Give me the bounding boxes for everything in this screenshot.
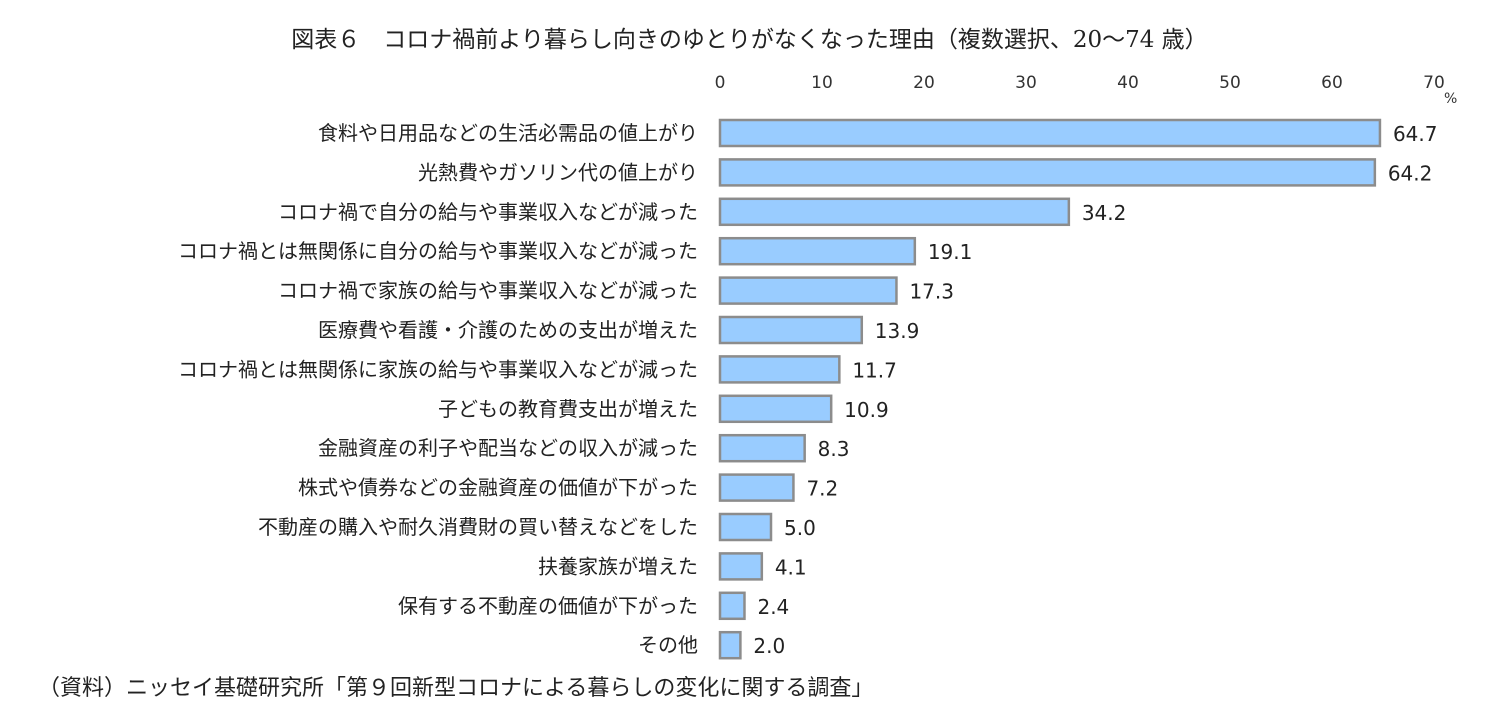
bar xyxy=(718,591,746,621)
category-label: コロナ禍とは無関係に家族の給与や事業収入などが減った xyxy=(178,357,698,381)
bar xyxy=(718,276,898,305)
chart-title: 図表６ コロナ禍前より暮らし向きのゆとりがなくなった理由（複数選択、20～74 … xyxy=(291,27,1208,53)
value-label: 19.1 xyxy=(928,240,973,264)
category-label: 保有する不動産の価値が下がった xyxy=(398,594,698,618)
x-tick-label: 20 xyxy=(913,73,935,93)
bar xyxy=(718,552,764,581)
value-label: 17.3 xyxy=(909,280,954,304)
bar xyxy=(718,433,806,463)
value-label: 2.4 xyxy=(757,595,789,619)
value-label: 7.2 xyxy=(806,477,838,501)
value-label: 5.0 xyxy=(784,516,816,540)
value-labels-group: 64.7 64.2 34.2 19.1 17.3 13.9 11.7 10.9 8.3 7.2 5.… xyxy=(753,122,1437,658)
category-label: 扶養家族が増えた xyxy=(538,554,698,578)
category-label: 光熱費やガソリン代の値上がり xyxy=(418,160,698,184)
category-label: その他 xyxy=(638,633,698,657)
category-labels-group: 食料や日用品などの生活必需品の値上がり光熱費やガソリン代の値上がりコロナ禍で自分… xyxy=(178,121,698,657)
bar xyxy=(718,236,917,266)
category-label: 不動産の購入や耐久消費財の買い替えなどをした xyxy=(258,515,698,539)
category-label: コロナ禍で自分の給与や事業収入などが減った xyxy=(278,200,698,224)
x-tick-label: 40 xyxy=(1117,73,1139,93)
bar xyxy=(718,512,773,542)
source-note: （資料）ニッセイ基礎研究所「第９回新型コロナによる暮らしの変化に関する調査」 xyxy=(38,676,874,701)
value-label: 10.9 xyxy=(844,398,889,422)
x-axis-ticks: 0 10 20 30 40 50 60 70 xyxy=(715,73,1445,93)
value-label: 11.7 xyxy=(852,358,897,382)
bar xyxy=(718,197,1071,227)
bar xyxy=(718,473,795,502)
bar xyxy=(718,355,841,384)
category-label: 食料や日用品などの生活必需品の値上がり xyxy=(318,121,698,145)
category-label: コロナ禍で家族の給与や事業収入などが減った xyxy=(278,279,698,303)
value-label: 13.9 xyxy=(875,319,920,343)
category-label: 子どもの教育費支出が増えた xyxy=(438,397,698,421)
category-label: コロナ禍とは無関係に自分の給与や事業収入などが減った xyxy=(178,239,698,263)
value-label: 34.2 xyxy=(1082,201,1127,225)
category-label: 株式や債券などの金融資産の価値が下がった xyxy=(298,476,698,500)
x-tick-label: 50 xyxy=(1219,73,1241,93)
category-label: 医療費や看護・介護のための支出が増えた xyxy=(318,318,698,342)
x-tick-label: 0 xyxy=(715,73,726,93)
value-label: 2.0 xyxy=(753,634,785,658)
x-tick-label: 30 xyxy=(1015,73,1037,93)
bar xyxy=(718,630,742,660)
x-tick-label: 70 xyxy=(1423,73,1445,93)
bar xyxy=(718,158,1377,187)
bar xyxy=(718,118,1382,148)
value-label: 8.3 xyxy=(818,437,850,461)
value-label: 64.7 xyxy=(1393,122,1438,146)
bar xyxy=(718,394,833,424)
bars-group xyxy=(718,118,1382,660)
category-label: 金融資産の利子や配当などの収入が減った xyxy=(318,436,698,460)
x-axis-unit: % xyxy=(1444,91,1457,107)
x-tick-label: 60 xyxy=(1321,73,1343,93)
bar xyxy=(718,315,864,345)
value-label: 64.2 xyxy=(1388,161,1433,185)
x-tick-label: 10 xyxy=(811,73,833,93)
value-label: 4.1 xyxy=(775,555,807,579)
